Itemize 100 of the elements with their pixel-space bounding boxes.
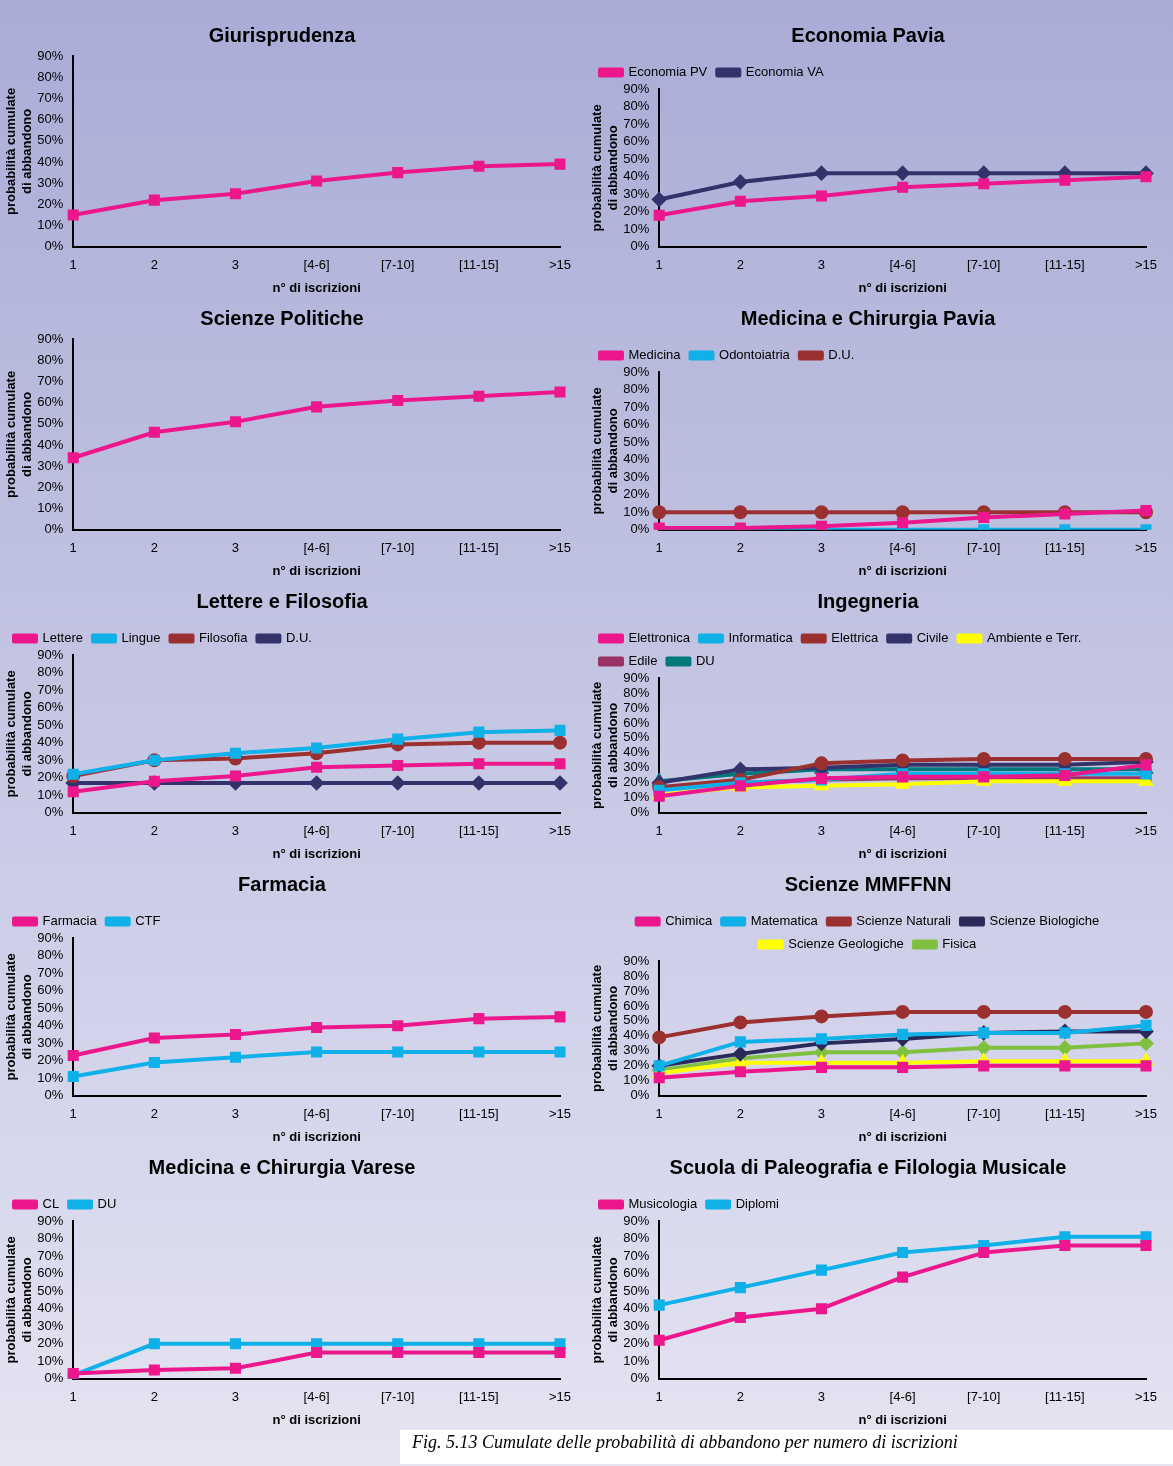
x-tick-label: >15 [548,257,572,273]
legend-label: Elettrica [831,630,879,646]
x-axis-title: n° di iscrizioni [272,1411,361,1427]
x-axis-title: n° di iscrizioni [858,845,947,861]
y-tick-label: 70% [37,681,64,697]
y-tick-label: 0% [630,238,650,254]
legend-label: Farmacia [42,913,98,929]
legend-label: Diplomi [735,1196,780,1212]
y-tick-label: 80% [37,947,64,963]
y-tick-label: 60% [623,133,650,149]
y-tick-label: 30% [37,457,64,473]
x-tick-label: 1 [69,1389,77,1405]
chart-title: Scienze MMFFNN [784,872,952,895]
x-tick-label: [4-6] [889,1389,916,1405]
y-tick-label: 40% [623,168,650,184]
x-tick-label: 2 [150,1389,158,1405]
y-tick-label: 20% [623,774,650,790]
y-tick-label: 80% [37,351,64,367]
x-tick-label: [11-15] [1045,257,1085,273]
legend-label: Scienze Biologiche [989,913,1100,929]
y-tick-label: 10% [37,786,64,802]
y-tick-label: 30% [37,174,64,190]
x-tick-label: 1 [655,1389,663,1405]
y-tick-label: 80% [623,98,650,114]
y-tick-label: 60% [623,416,650,432]
y-tick-label: 50% [37,132,64,148]
y-tick-label: 40% [37,1300,64,1316]
y-tick-label: 20% [37,1335,64,1351]
x-tick-label: [7-10] [381,1106,415,1122]
x-axis-title: n° di iscrizioni [272,1128,361,1144]
y-tick-label: 30% [623,1042,650,1058]
y-tick-label: 0% [630,521,650,537]
x-tick-label: [11-15] [459,1106,499,1122]
x-tick-label: 3 [231,257,240,273]
legend-label: DU [695,653,715,669]
x-tick-label: 1 [655,823,663,839]
legend-label: Informatica [728,630,794,646]
y-tick-label: 30% [623,468,650,484]
y-tick-label: 50% [623,150,650,166]
legend-label: Scienze Geologiche [788,936,904,952]
x-tick-label: 2 [736,1389,744,1405]
chart-title: Medicina e Chirurgia Varese [148,1155,416,1178]
x-tick-label: [4-6] [303,823,330,839]
y-tick-label: 20% [623,203,650,219]
y-tick-label: 70% [37,964,64,980]
x-tick-label: [4-6] [889,540,916,556]
chart-title: Giurisprudenza [208,23,357,46]
y-axis-title: probabilità cumulate di abbandono [3,953,34,1081]
x-axis-title: n° di iscrizioni [858,562,947,578]
y-tick-label: 0% [44,521,64,537]
legend-label: Elettronica [628,630,691,646]
legend-label: Medicina [628,347,682,363]
legend-label: Musicologia [628,1196,698,1212]
x-tick-label: [11-15] [1045,540,1085,556]
x-tick-label: [7-10] [381,1389,415,1405]
x-tick-label: [7-10] [967,823,1001,839]
x-axis-title: n° di iscrizioni [272,562,361,578]
y-tick-label: 40% [37,436,64,452]
y-tick-label: 80% [623,684,650,700]
x-tick-label: 1 [655,540,663,556]
y-tick-label: 50% [623,729,650,745]
y-tick-label: 50% [37,716,64,732]
legend-label: Odontoiatria [719,347,791,363]
y-tick-label: 60% [37,699,64,715]
y-tick-label: 0% [44,1087,64,1103]
chart-title: Scuola di Paleografia e Filologia Musicale [669,1155,1067,1178]
y-tick-label: 70% [37,372,64,388]
y-tick-label: 30% [623,185,650,201]
x-tick-label: 2 [150,540,158,556]
x-tick-label: >15 [548,1106,572,1122]
y-tick-label: 10% [37,1069,64,1085]
x-tick-label: 3 [817,823,826,839]
y-tick-label: 80% [623,381,650,397]
x-tick-label: [7-10] [967,1106,1001,1122]
y-tick-label: 80% [623,967,650,983]
x-tick-label: 1 [69,257,77,273]
legend-label: Chimica [665,913,713,929]
legend-label: Economia PV [628,64,708,80]
y-tick-label: 10% [623,220,650,236]
y-tick-label: 0% [630,1087,650,1103]
y-tick-label: 70% [623,1247,650,1263]
y-tick-label: 70% [623,398,650,414]
x-tick-label: 3 [231,540,240,556]
x-axis-title: n° di iscrizioni [858,279,947,295]
legend-label: CTF [135,913,161,929]
y-tick-label: 40% [623,744,650,760]
chart-title: Medicina e Chirurgia Pavia [740,306,997,329]
y-tick-label: 80% [37,68,64,84]
y-tick-label: 40% [623,451,650,467]
y-tick-label: 30% [37,751,64,767]
y-axis-title: probabilità cumulate di abbandono [589,1236,620,1364]
y-tick-label: 40% [37,153,64,169]
y-axis-title: probabilità cumulate di abbandono [589,104,620,232]
y-tick-label: 30% [623,1317,650,1333]
x-tick-label: 1 [655,1106,663,1122]
y-tick-label: 10% [623,789,650,805]
x-tick-label: [7-10] [381,257,415,273]
y-tick-label: 40% [623,1300,650,1316]
x-tick-label: >15 [1134,1389,1158,1405]
x-axis-title: n° di iscrizioni [858,1411,947,1427]
